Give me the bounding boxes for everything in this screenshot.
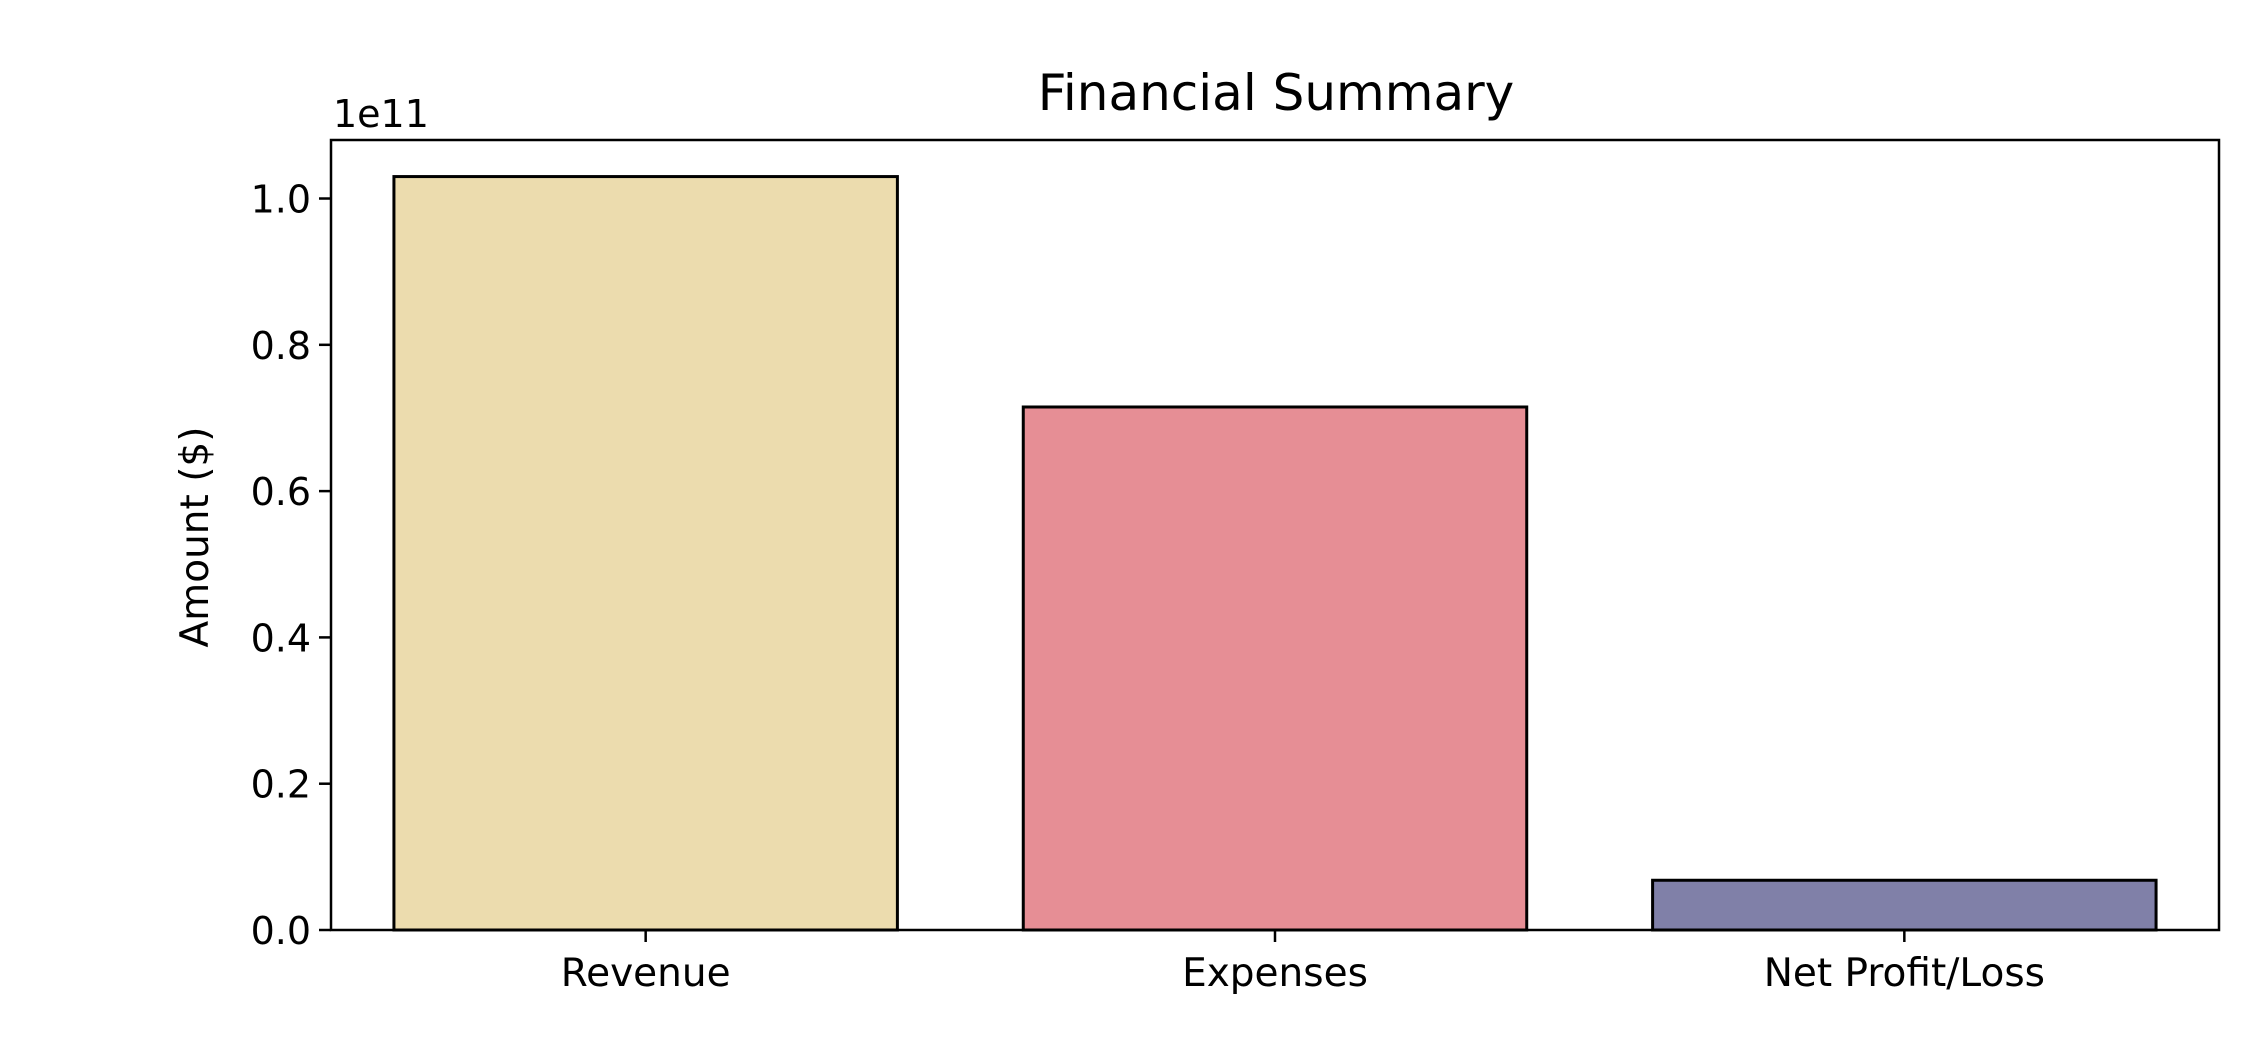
y-axis-offset-label: 1e11 [333,92,429,136]
bars-group [392,175,2158,932]
x-tick-label: Revenue [561,951,731,996]
y-tick-label: 0.8 [251,324,311,368]
y-tick-label: 0.2 [251,763,311,807]
y-ticks-group: 0.0 0.2 0.4 0.6 0.8 1.0 [251,178,331,953]
x-ticks-group: Revenue Expenses Net Profit/Loss [561,930,2045,996]
chart-title: Financial Summary [1038,64,1514,122]
bar-net-profit-loss [1651,878,2158,932]
y-axis-label: Amount ($) [173,427,218,648]
y-tick-label: 0.4 [251,616,311,660]
plot-frame [329,138,2221,932]
y-tick-label: 0.6 [251,470,311,514]
bar-revenue [392,175,899,932]
x-tick-label: Expenses [1182,951,1368,996]
x-tick-label: Net Profit/Loss [1764,951,2045,996]
y-tick-label: 0.0 [251,909,311,953]
y-tick-label: 1.0 [251,178,311,222]
bar-expenses [1021,405,1529,932]
